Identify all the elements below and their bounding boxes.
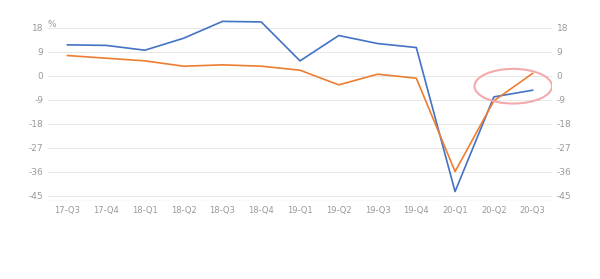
Text: %: % xyxy=(48,20,56,28)
